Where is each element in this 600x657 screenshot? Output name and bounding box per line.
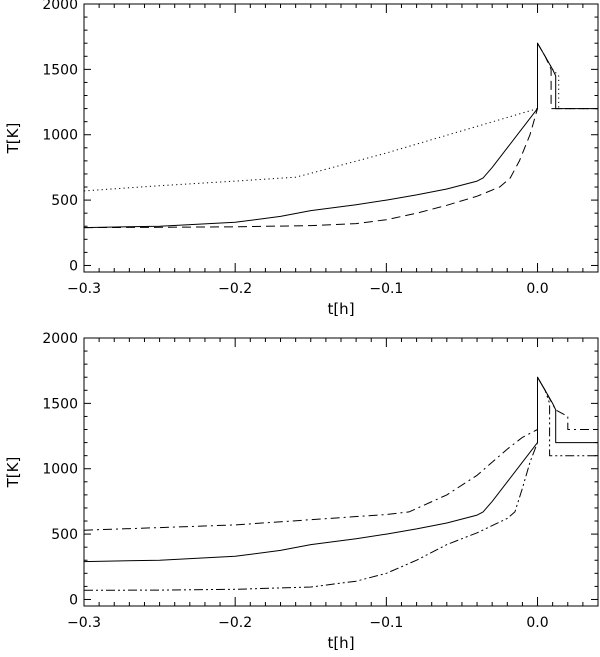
x-tick-label: −0.3 [67, 281, 101, 297]
y-tick-label: 1500 [42, 62, 78, 78]
x-axis-label: t[h] [327, 300, 354, 318]
x-tick-label: −0.1 [369, 281, 403, 297]
x-axis-label: t[h] [327, 634, 354, 652]
series-line-dashdotdot [83, 376, 598, 591]
y-axis-label: T[K] [4, 457, 22, 489]
y-tick-label: 2000 [42, 331, 78, 347]
x-tick-label: −0.3 [67, 615, 101, 631]
series-line-dashdot [83, 376, 598, 531]
series-line-dashed [83, 42, 598, 229]
y-tick-label: 1000 [42, 462, 78, 478]
y-tick-label: 500 [51, 193, 78, 209]
plot-frame-1 [83, 337, 599, 607]
x-tick-label: −0.1 [369, 615, 403, 631]
y-tick-label: 2000 [42, 0, 78, 13]
y-tick-label: 0 [69, 258, 78, 274]
y-tick-label: 0 [69, 592, 78, 608]
x-tick-label: −0.2 [218, 281, 252, 297]
y-tick-label: 1000 [42, 128, 78, 144]
x-tick-label: 0.0 [526, 615, 548, 631]
series-line-solid [83, 376, 598, 563]
x-tick-label: −0.2 [218, 615, 252, 631]
y-tick-label: 1500 [42, 396, 78, 412]
plot-frame-0 [83, 3, 599, 273]
y-tick-label: 500 [51, 527, 78, 543]
x-tick-label: 0.0 [526, 281, 548, 297]
y-axis-label: T[K] [4, 123, 22, 155]
series-line-solid [83, 42, 598, 229]
series-line-dotted [83, 42, 598, 192]
